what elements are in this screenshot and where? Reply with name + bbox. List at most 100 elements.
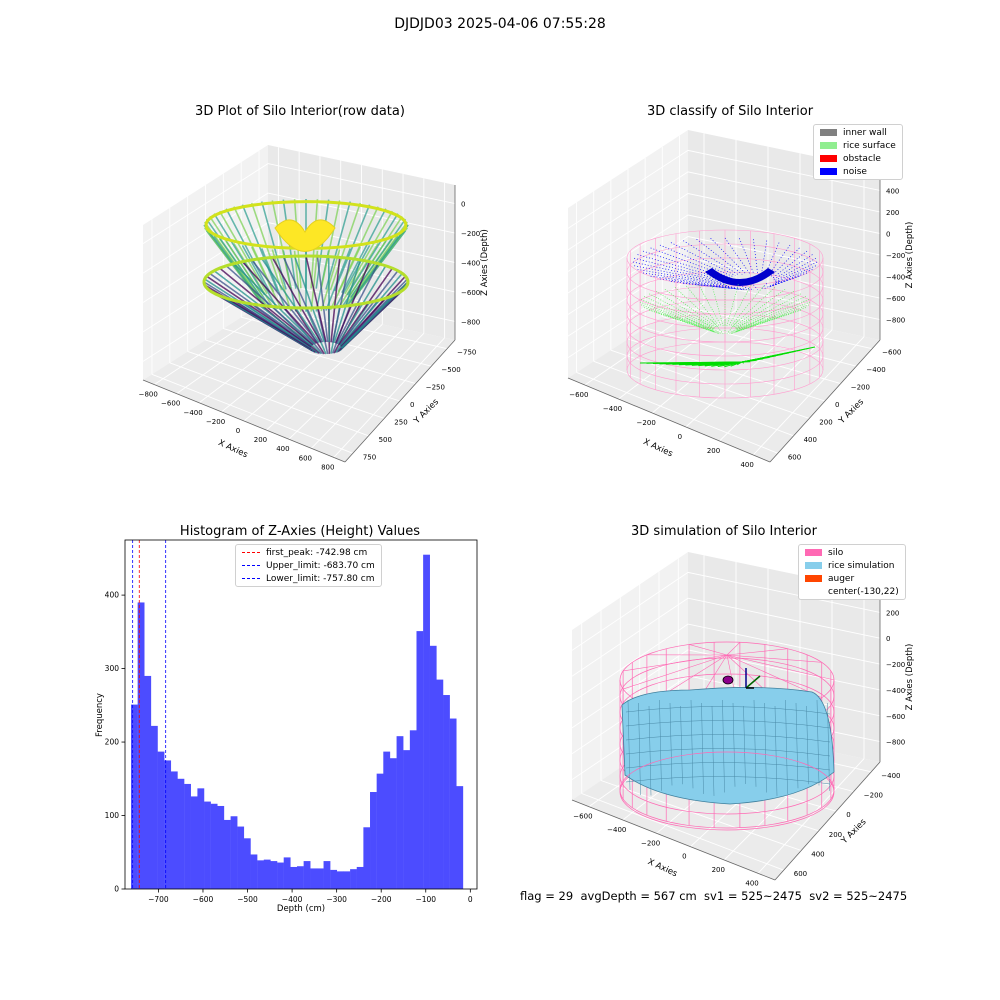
x-tick-label: −400 — [607, 826, 626, 834]
histogram-bar — [356, 866, 364, 889]
raw-plot-title: 3D Plot of Silo Interior(row data) — [195, 104, 405, 119]
x-axis-label: Depth (cm) — [277, 904, 325, 914]
histogram-bar — [230, 816, 238, 889]
rice-surface-mesh — [711, 705, 715, 796]
histogram-bar — [237, 826, 245, 889]
gridline-z — [567, 257, 881, 337]
histogram-bar — [170, 771, 178, 889]
histogram-bar — [217, 805, 225, 889]
noise-strand — [650, 275, 730, 288]
histogram-bar — [396, 736, 404, 889]
raw-point-strand-lower — [204, 278, 312, 349]
rice-surface-mesh — [627, 699, 631, 791]
rice-surface-strand — [728, 284, 752, 327]
histogram-bar — [131, 704, 138, 889]
histogram-bar — [157, 751, 165, 889]
x-tick-label: 0 — [682, 853, 686, 861]
raw-point-strand-upper — [337, 242, 379, 309]
raw-point-strand-lower — [282, 256, 324, 343]
raw-point-strand-lower — [339, 270, 399, 346]
x-tick-label: −400 — [282, 895, 303, 904]
rice-surface-mesh — [625, 734, 831, 743]
x-tick-label: −100 — [415, 895, 436, 904]
rice-surface-mesh — [795, 702, 799, 789]
legend-label: rice surface — [843, 140, 896, 151]
rice-surface-mesh — [785, 699, 788, 794]
x-tick-label: 400 — [745, 879, 758, 887]
raw-lower-rim — [202, 254, 410, 310]
silo-roof-strut — [623, 654, 728, 672]
raw-point-strand-lower — [330, 257, 341, 343]
y-tick-label: 200 — [819, 418, 832, 426]
x-axis-line — [567, 377, 771, 463]
x-tick-label: −700 — [148, 895, 169, 904]
x-axis-line — [571, 799, 776, 881]
legend-swatch — [820, 142, 837, 149]
rice-floor-strand — [736, 361, 743, 366]
gridline-y — [600, 780, 802, 851]
noise-strand — [642, 272, 728, 286]
legend-label: noise — [843, 166, 867, 177]
legend-label: first_peak: -742.98 cm — [266, 547, 368, 558]
histogram-bar — [204, 801, 211, 889]
z-tick-label: 0 — [886, 230, 890, 238]
x-tick-label: 200 — [707, 447, 720, 455]
rice-surface-strand — [656, 291, 716, 328]
histogram-bar — [277, 862, 284, 889]
noise-strand — [696, 238, 743, 275]
gridline-y — [151, 373, 354, 454]
y-tick-label: 400 — [804, 436, 817, 444]
z-tick-label: −200 — [886, 252, 905, 260]
z-tick-label: −400 — [886, 687, 905, 695]
silo-roof-strut — [726, 654, 822, 663]
rice-surface-mesh — [625, 720, 831, 729]
noise-strand — [739, 238, 755, 275]
histogram-bar — [423, 554, 430, 889]
gridline-y — [187, 351, 385, 419]
y-tick-label: 250 — [394, 418, 407, 426]
raw-point-strand-upper — [325, 201, 352, 290]
rice-surface-mesh — [690, 699, 694, 789]
x-tick-label: 800 — [321, 463, 334, 471]
legend-item-obstacle: obstacle — [814, 152, 902, 165]
gridline-z — [571, 623, 881, 703]
rice-surface-strand — [728, 318, 752, 335]
rice-surface-mesh — [638, 702, 641, 796]
x-tick-label: −600 — [569, 391, 588, 399]
legend-swatch — [805, 549, 822, 556]
noise-cluster — [705, 268, 775, 286]
z-axis-label: Z Axies (Depth) — [905, 222, 915, 289]
y-tick-label: 500 — [379, 436, 392, 444]
legend-swatch — [820, 168, 837, 175]
z-tick-label: −600 — [461, 289, 480, 297]
rice-surface-mesh — [816, 699, 820, 786]
histogram-bar — [310, 868, 318, 889]
rice-surface-strand — [734, 291, 794, 328]
rice-surface-strand — [711, 319, 724, 335]
histogram-bar — [403, 750, 411, 889]
rice-floor-strand — [741, 346, 816, 363]
x-tick-label: 400 — [276, 445, 289, 453]
y-tick-label: −200 — [864, 792, 883, 800]
y-tick-label: 600 — [794, 870, 807, 878]
rice-surface-strand — [736, 301, 811, 331]
gridline-y — [205, 339, 401, 402]
rice-surface-strand — [698, 284, 722, 327]
raw-point-strand-lower — [338, 267, 394, 346]
rice-surface-strand — [640, 304, 714, 331]
z-tick-label: −800 — [461, 318, 480, 326]
raw-point-strand-upper — [271, 200, 292, 290]
histogram-bar — [363, 827, 371, 889]
noise-strand — [770, 275, 800, 288]
gridline-y — [223, 328, 416, 385]
y-axis-line — [344, 339, 456, 463]
raw-top-blob — [274, 219, 336, 252]
x-tick-label: −300 — [326, 895, 347, 904]
histogram-bar — [456, 786, 464, 889]
raw-point-strand-lower — [261, 258, 321, 344]
histogram-bar — [316, 868, 324, 889]
z-tick-label: −800 — [886, 739, 905, 747]
rice-surface-strand — [726, 319, 739, 335]
z-tick-label: −400 — [886, 274, 905, 282]
